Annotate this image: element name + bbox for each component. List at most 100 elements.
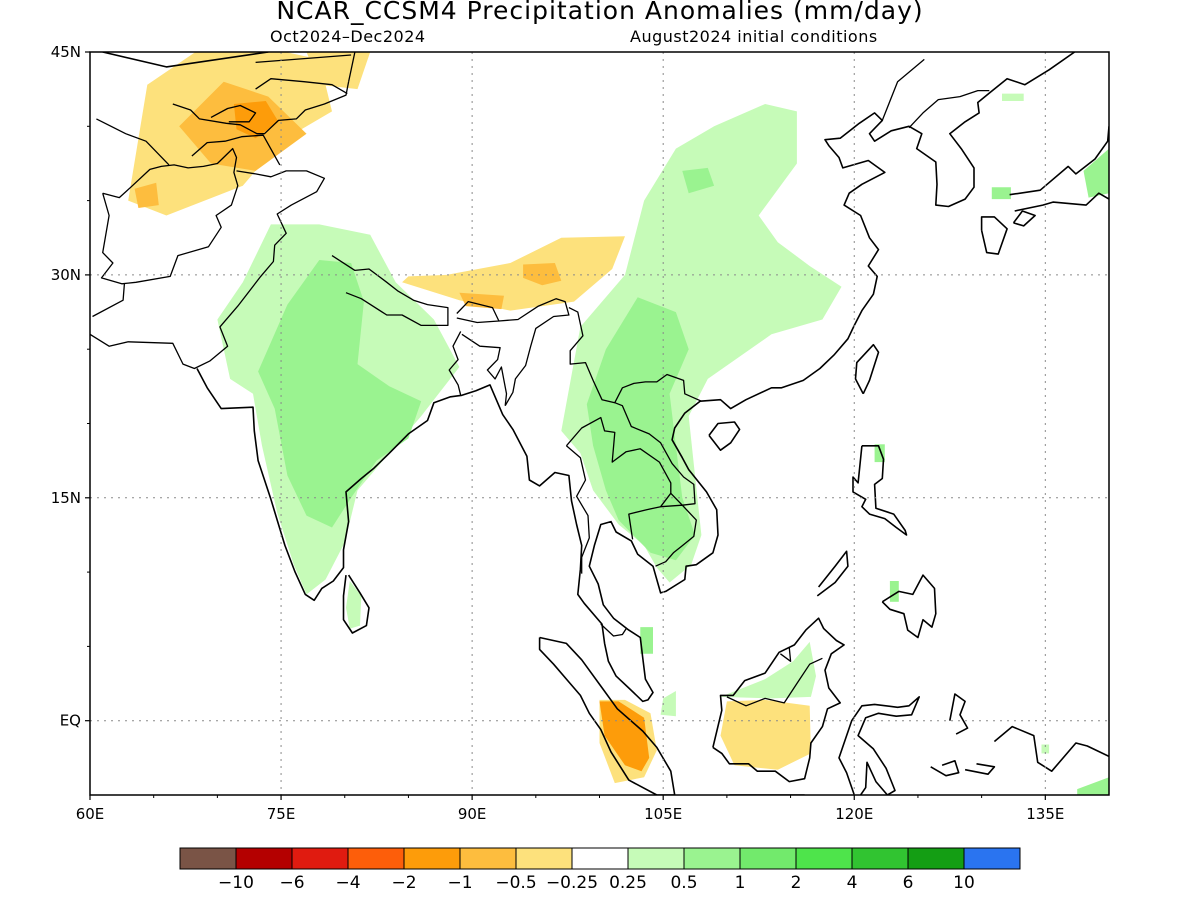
- anomaly-region: [682, 167, 715, 194]
- colorbar-tick-label: −10: [218, 873, 254, 893]
- country-border: [565, 445, 590, 574]
- colorbar-swatch: [739, 847, 797, 870]
- lon-tick-label: 120E: [835, 805, 873, 823]
- anomaly-region: [889, 581, 899, 602]
- map-period: Oct2024–Dec2024: [270, 27, 426, 46]
- anomaly-region: [599, 701, 650, 772]
- anomaly-region: [258, 260, 422, 528]
- country-border: [210, 104, 257, 123]
- lat-tick-label: EQ: [60, 712, 81, 730]
- coastline: [816, 550, 849, 597]
- country-border: [100, 147, 239, 285]
- anomaly-region: [720, 699, 811, 770]
- colorbar-tick-label: 6: [903, 873, 914, 893]
- coastline: [102, 52, 269, 68]
- coastline: [930, 759, 960, 777]
- country-border: [96, 118, 170, 166]
- map-title: NCAR_CCSM4 Precipitation Anomalies (mm/d…: [276, 0, 924, 25]
- anomaly-region: [1002, 93, 1024, 101]
- lat-tick-label: 45N: [51, 43, 81, 61]
- colorbar-swatch: [347, 847, 405, 870]
- lon-tick-label: 105E: [644, 805, 682, 823]
- axis-ticks: 60E 75E 90E 105E 120E 135E 45N 30N 15N EQ: [51, 43, 1065, 823]
- colorbar-swatch: [235, 847, 293, 870]
- coastline: [1009, 126, 1109, 196]
- country-border: [780, 647, 792, 662]
- anomaly-region: [306, 52, 371, 90]
- colorbar-tick-label: −1: [447, 873, 472, 893]
- colorbar-tick-label: −4: [335, 873, 360, 893]
- colorbar-swatch: [403, 847, 461, 870]
- colorbar-tick-label: 4: [847, 873, 858, 893]
- anomaly-region: [459, 292, 504, 310]
- map-initial-conditions: August2024 initial conditions: [630, 27, 878, 46]
- country-border: [255, 78, 348, 95]
- anomaly-region: [1041, 744, 1050, 754]
- colorbar-swatch: [179, 847, 237, 870]
- country-border: [172, 81, 350, 135]
- country-border: [498, 298, 570, 407]
- colorbar-tick-label: −0.5: [495, 873, 536, 893]
- anomaly-region: [134, 182, 159, 208]
- colorbar-swatch: [795, 847, 853, 870]
- coastline: [712, 617, 845, 783]
- coastline: [708, 421, 741, 452]
- anomaly-region: [523, 263, 562, 286]
- coastline: [854, 343, 880, 395]
- country-border: [255, 54, 352, 64]
- coastline: [538, 636, 676, 795]
- country-border: [456, 300, 500, 324]
- lat-tick-label: 15N: [51, 489, 81, 507]
- colorbar-tick-label: 2: [791, 873, 802, 893]
- anomaly-region: [640, 627, 653, 654]
- country-border: [655, 504, 697, 567]
- country-border: [92, 283, 126, 318]
- colorbar-swatch: [515, 847, 573, 870]
- coastline: [980, 216, 1008, 255]
- coastline: [342, 574, 370, 634]
- colorbar-swatch: [459, 847, 517, 870]
- colorbar-tick-label: 1: [735, 873, 746, 893]
- country-border: [614, 402, 696, 506]
- colorbar-swatch: [907, 847, 965, 870]
- colorbar-tick-label: −6: [279, 873, 304, 893]
- colorbar-tick-label: 0.5: [670, 873, 697, 893]
- colorbar-tick-label: 10: [953, 873, 975, 893]
- coastline: [949, 693, 969, 735]
- country-border: [347, 52, 356, 82]
- colorbar-tick-label: −0.25: [546, 873, 598, 893]
- coastline: [838, 696, 921, 795]
- anomaly-region: [991, 187, 1011, 200]
- lon-tick-label: 75E: [267, 805, 296, 823]
- country-border: [881, 58, 925, 121]
- coastline: [852, 444, 908, 536]
- country-border: [191, 134, 281, 166]
- colorbar-swatch: [683, 847, 741, 870]
- lon-tick-label: 60E: [76, 805, 105, 823]
- coastline: [964, 763, 996, 776]
- anomaly-region: [346, 581, 362, 629]
- colorbar-swatch: [963, 847, 1021, 870]
- anomaly-region: [720, 641, 816, 699]
- coastline: [1012, 210, 1036, 227]
- country-border: [448, 331, 462, 396]
- lat-tick-label: 30N: [51, 266, 81, 284]
- coastlines-and-borders: [90, 52, 1109, 795]
- lon-tick-label: 135E: [1026, 805, 1064, 823]
- country-border: [600, 623, 627, 637]
- coastline: [196, 52, 1076, 703]
- anomaly-region: [1077, 777, 1109, 795]
- colorbar-tick-label: −2: [391, 873, 416, 893]
- anomaly-region: [1083, 148, 1109, 198]
- country-border: [461, 333, 508, 406]
- coastline: [881, 574, 937, 639]
- country-border: [726, 657, 823, 707]
- coastline: [993, 725, 1109, 773]
- anomaly-region: [586, 297, 695, 561]
- anomaly-region: [233, 101, 279, 139]
- colorbar: −10 −6 −4 −2 −1 −0.5 −0.25 0.25 0.5 1 2 4 6 10: [179, 847, 1021, 893]
- anomaly-region: [402, 236, 625, 311]
- graticule: [90, 52, 1109, 795]
- colorbar-swatch: [291, 847, 349, 870]
